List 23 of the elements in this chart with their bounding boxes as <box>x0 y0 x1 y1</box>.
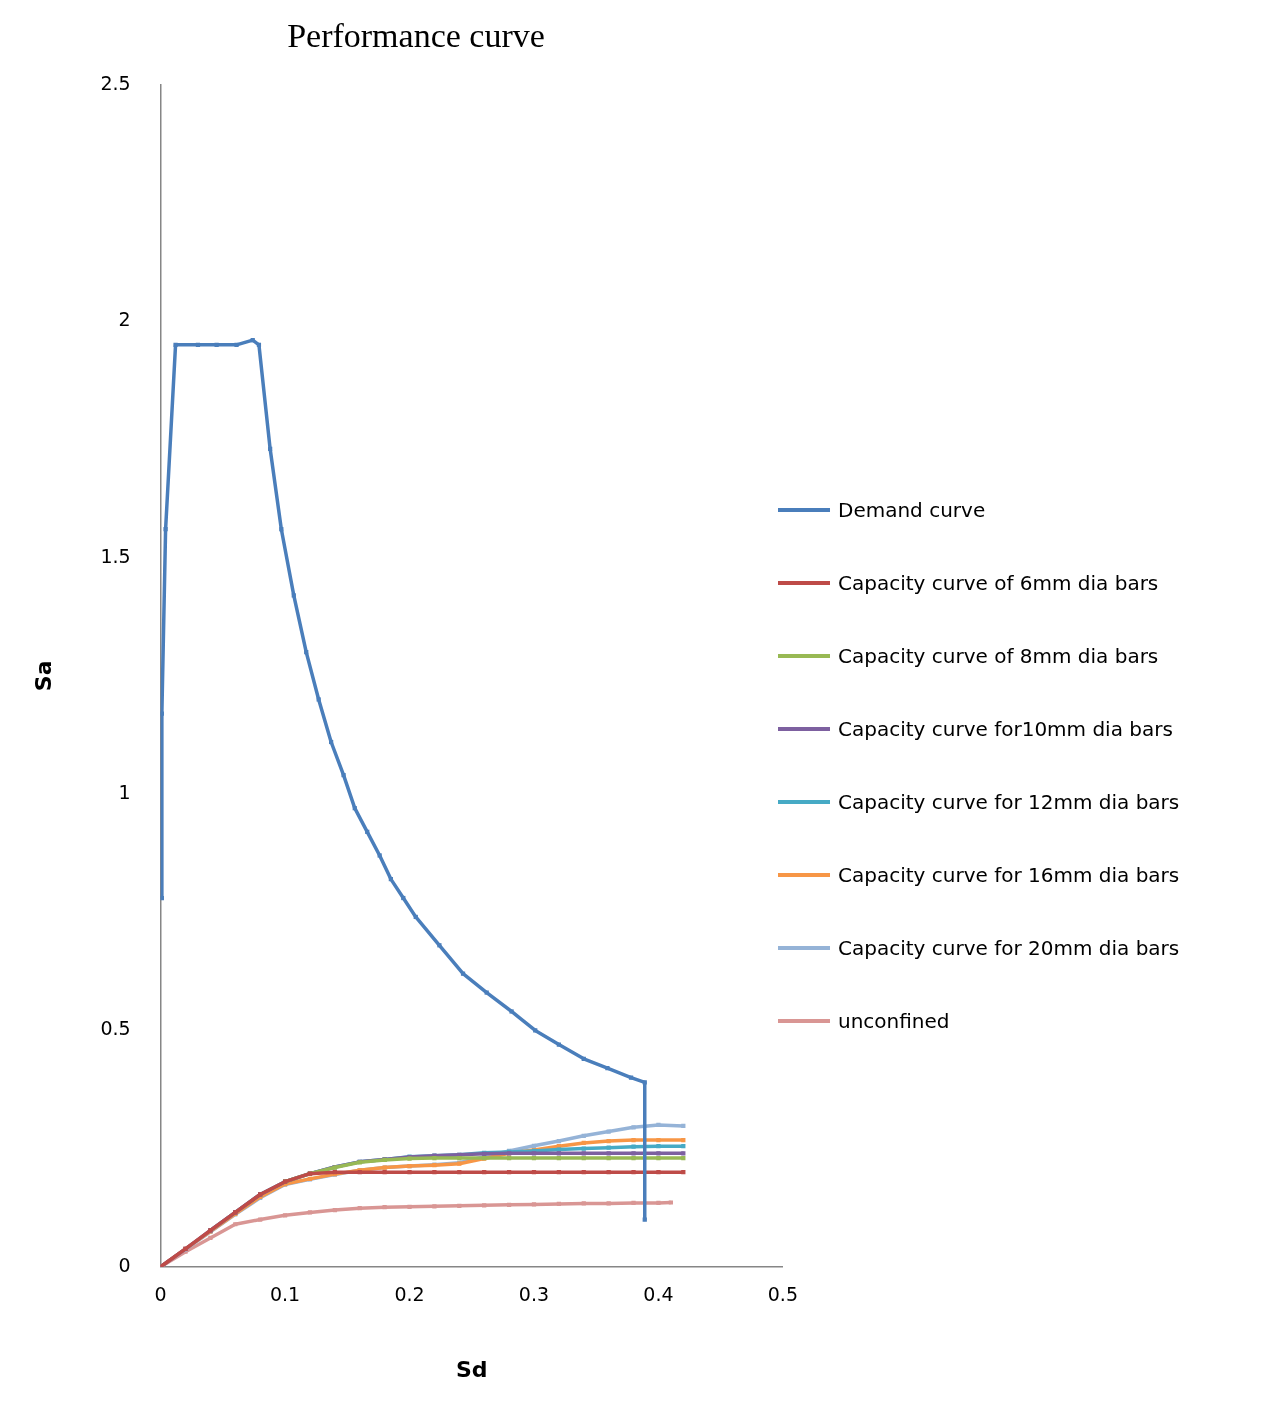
x-tick-label: 0.1 <box>269 1283 301 1306</box>
y-tick-label: 1 <box>118 780 131 803</box>
legend-label: Capacity curve for10mm dia bars <box>838 716 1173 741</box>
x-tick-label: 0 <box>154 1283 167 1306</box>
y-tick-label: 1.5 <box>100 544 131 567</box>
x-axis-title: Sd <box>455 1356 488 1382</box>
y-tick-label: 0 <box>118 1253 131 1276</box>
x-tick-label: 0.2 <box>394 1283 425 1306</box>
y-axis-title: Sa <box>30 660 56 692</box>
legend-label: unconfined <box>838 1008 950 1033</box>
chart-title: Performance curve <box>287 17 545 55</box>
x-tick-label: 0.5 <box>767 1283 798 1306</box>
legend-label: Capacity curve of 6mm dia bars <box>838 570 1159 595</box>
legend-label: Capacity curve of 8mm dia bars <box>838 643 1159 668</box>
y-tick-label: 2 <box>118 308 131 331</box>
x-tick-label: 0.4 <box>643 1283 674 1306</box>
y-tick-label: 2.5 <box>100 71 131 94</box>
legend-label: Capacity curve for 20mm dia bars <box>838 935 1180 960</box>
legend-label: Capacity curve for 16mm dia bars <box>838 862 1180 887</box>
x-tick-label: 0.3 <box>518 1283 550 1306</box>
legend-label: Capacity curve for 12mm dia bars <box>838 789 1180 814</box>
y-tick-label: 0.5 <box>100 1017 131 1040</box>
legend-label: Demand curve <box>838 497 986 522</box>
